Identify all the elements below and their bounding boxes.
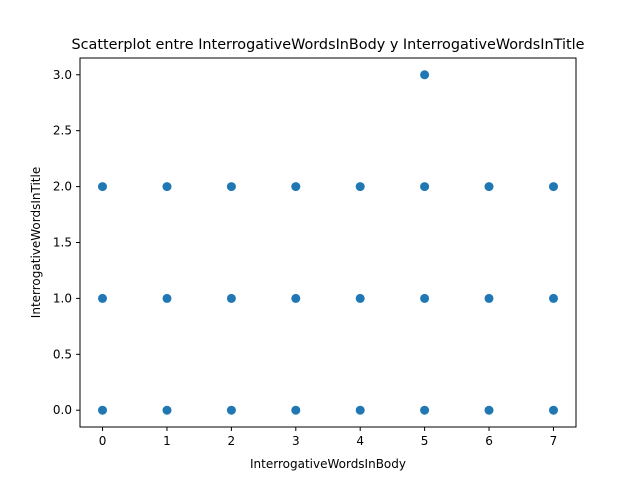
scatter-point: [355, 182, 365, 192]
y-axis-label: InterrogativeWordsInTitle: [29, 167, 43, 318]
chart-title: Scatterplot entre InterrogativeWordsInBo…: [71, 37, 584, 53]
x-axis-label: InterrogativeWordsInBody: [250, 457, 406, 471]
x-tick-label: 2: [228, 434, 236, 448]
x-tick-label: 4: [356, 434, 364, 448]
x-tick-label: 5: [421, 434, 429, 448]
y-tick-label: 0.5: [53, 347, 72, 361]
scatter-point: [549, 293, 558, 303]
scatter-point: [420, 405, 430, 415]
scatter-point: [291, 182, 301, 192]
y-axis-ticks: 0.0 0.5 1.0 1.5 2.0 2.5 3.0: [53, 68, 80, 417]
scatter-point: [162, 405, 172, 415]
y-tick-label: 1.5: [53, 236, 72, 250]
x-tick-label: 0: [99, 434, 107, 448]
y-tick-label: 0.0: [53, 403, 72, 417]
scatter-point: [291, 405, 301, 415]
x-tick-label: 1: [163, 434, 171, 448]
scatter-point: [98, 182, 107, 192]
scatter-point: [98, 405, 107, 415]
y-tick-label: 3.0: [53, 68, 72, 82]
points-layer: [98, 70, 558, 415]
scatter-point: [291, 293, 301, 303]
x-tick-label: 3: [292, 434, 300, 448]
scatter-point: [484, 293, 494, 303]
scatter-point: [226, 293, 236, 303]
scatter-point: [226, 405, 236, 415]
plot-frame: [79, 57, 577, 428]
scatter-point: [420, 182, 430, 192]
scatter-point: [420, 293, 430, 303]
x-axis-ticks: 0 1 2 3 4 5 6 7: [99, 427, 558, 448]
x-tick-label: 6: [485, 434, 493, 448]
scatter-point: [549, 182, 558, 192]
y-tick-label: 2.0: [53, 180, 72, 194]
scatter-point: [484, 405, 494, 415]
scatter-point: [226, 182, 236, 192]
scatter-point: [420, 70, 430, 80]
scatter-point: [355, 405, 365, 415]
scatter-point: [162, 293, 172, 303]
scatter-point: [549, 405, 558, 415]
y-tick-label: 2.5: [53, 124, 72, 138]
scatter-point: [98, 293, 107, 303]
scatter-point: [484, 182, 494, 192]
y-tick-label: 1.0: [53, 291, 72, 305]
x-tick-label: 7: [550, 434, 558, 448]
scatter-point: [355, 293, 365, 303]
scatter-point: [162, 182, 172, 192]
